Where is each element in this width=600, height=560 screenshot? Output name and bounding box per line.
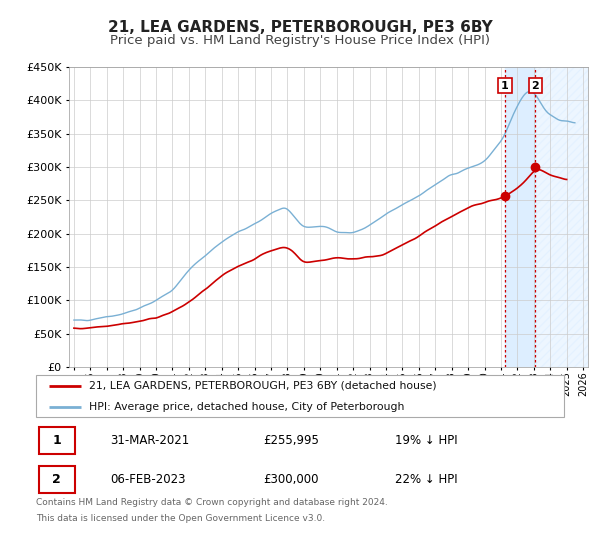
Text: 1: 1 — [501, 81, 509, 91]
Text: Price paid vs. HM Land Registry's House Price Index (HPI): Price paid vs. HM Land Registry's House … — [110, 34, 490, 46]
Text: 2: 2 — [532, 81, 539, 91]
Text: 21, LEA GARDENS, PETERBOROUGH, PE3 6BY (detached house): 21, LEA GARDENS, PETERBOROUGH, PE3 6BY (… — [89, 381, 436, 391]
Text: This data is licensed under the Open Government Licence v3.0.: This data is licensed under the Open Gov… — [36, 514, 325, 523]
Text: 06-FEB-2023: 06-FEB-2023 — [110, 473, 185, 486]
Text: 22% ↓ HPI: 22% ↓ HPI — [395, 473, 458, 486]
Text: £300,000: £300,000 — [263, 473, 319, 486]
Text: HPI: Average price, detached house, City of Peterborough: HPI: Average price, detached house, City… — [89, 402, 404, 412]
Bar — [535, 67, 588, 367]
Text: 2: 2 — [52, 473, 61, 486]
FancyBboxPatch shape — [38, 427, 74, 454]
Text: £255,995: £255,995 — [263, 433, 319, 447]
Text: 21, LEA GARDENS, PETERBOROUGH, PE3 6BY: 21, LEA GARDENS, PETERBOROUGH, PE3 6BY — [107, 20, 493, 35]
FancyBboxPatch shape — [36, 375, 564, 417]
Text: 1: 1 — [52, 433, 61, 447]
FancyBboxPatch shape — [38, 466, 74, 493]
Text: 19% ↓ HPI: 19% ↓ HPI — [395, 433, 458, 447]
Text: 31-MAR-2021: 31-MAR-2021 — [110, 433, 189, 447]
Bar — [505, 67, 535, 367]
Text: Contains HM Land Registry data © Crown copyright and database right 2024.: Contains HM Land Registry data © Crown c… — [36, 498, 388, 507]
